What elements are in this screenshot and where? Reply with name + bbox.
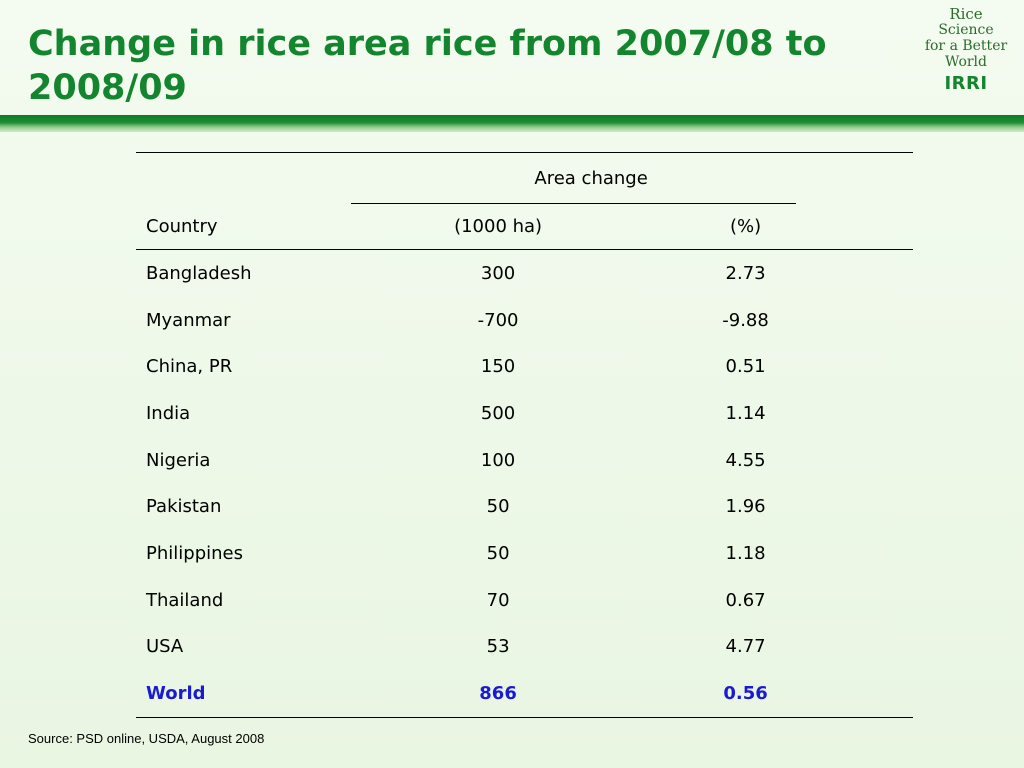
header-band	[0, 115, 1024, 132]
rice-area-table-container: Area change Country (1000 ha) (%) Bangla…	[136, 152, 913, 718]
table-row: Myanmar -700 -9.88	[136, 297, 913, 344]
area-ha-cell: 100	[480, 449, 516, 471]
area-ha-cell: 50	[486, 542, 510, 564]
table-row: Philippines 50 1.18	[136, 530, 913, 577]
area-change-header: Area change	[343, 153, 839, 203]
area-pct-cell: -9.88	[722, 309, 769, 331]
irri-logo-text: IRRI	[944, 73, 988, 94]
rice-area-table: Area change	[136, 152, 913, 203]
country-cell: Pakistan	[146, 496, 222, 518]
total-ha-cell: 866	[344, 670, 652, 718]
area-pct-cell: 0.51	[725, 356, 766, 378]
logo-line-2: Science	[938, 22, 994, 38]
table-row: Bangladesh 300 2.73	[136, 250, 913, 297]
table-row: Nigeria 100 4.55	[136, 437, 913, 484]
area-pct-cell: 1.14	[725, 402, 766, 424]
spacer-cell	[839, 483, 913, 530]
spacer-cell	[839, 390, 913, 437]
total-pct-cell: 0.56	[651, 670, 840, 718]
rice-science-logo: Rice Science for a Better World IRRI	[918, 6, 1014, 110]
total-row: World 866 0.56	[136, 670, 913, 718]
area-ha-cell: 70	[486, 589, 510, 611]
area-ha-cell: -700	[477, 309, 519, 331]
country-cell: India	[146, 402, 191, 424]
spacer-cell	[839, 530, 913, 577]
area-ha-cell: 300	[480, 262, 516, 284]
area-pct-cell: 2.73	[725, 262, 766, 284]
area-ha-cell: 150	[480, 356, 516, 378]
table-row: India 500 1.14	[136, 390, 913, 437]
country-cell: China, PR	[146, 356, 233, 378]
spacer-cell	[839, 250, 913, 297]
logo-line-1: Rice	[949, 5, 983, 23]
col-header-country: Country	[136, 203, 345, 250]
area-pct-cell: 4.55	[725, 449, 766, 471]
area-ha-cell: 50	[486, 496, 510, 518]
table-top-rule	[136, 152, 913, 153]
table-row: Thailand 70 0.67	[136, 577, 913, 624]
slide-title: Change in rice area rice from 2007/08 to…	[28, 24, 827, 108]
total-country-cell: World	[136, 670, 345, 718]
logo-line-4: World	[945, 54, 987, 70]
area-ha-cell: 500	[480, 402, 516, 424]
spacer-cell	[839, 297, 913, 344]
source-note: Source: PSD online, USDA, August 2008	[28, 731, 265, 746]
area-change-label: Area change	[534, 167, 648, 189]
col-header-ha: (1000 ha)	[344, 203, 652, 250]
area-pct-cell: 4.77	[725, 636, 766, 658]
area-ha-cell: 53	[486, 636, 510, 658]
rice-area-table-body: Country (1000 ha) (%) Bangladesh 300 2.73 M…	[136, 203, 913, 718]
group-header-row: Area change	[136, 153, 913, 203]
group-header-rule	[351, 203, 796, 204]
col-header-pct: (%)	[651, 203, 840, 250]
area-pct-cell: 0.67	[725, 589, 766, 611]
area-pct-cell: 1.96	[725, 496, 766, 518]
spacer-cell	[839, 343, 913, 390]
column-header-row: Country (1000 ha) (%)	[136, 203, 913, 250]
spacer-cell	[839, 437, 913, 484]
country-cell: Nigeria	[146, 449, 211, 471]
table-row: China, PR 150 0.51	[136, 343, 913, 390]
country-cell: Philippines	[146, 542, 243, 564]
country-cell: Bangladesh	[146, 262, 252, 284]
logo-line-3: for a Better	[924, 38, 1008, 54]
area-pct-cell: 1.18	[725, 542, 766, 564]
country-cell: USA	[146, 636, 184, 658]
spacer-cell	[839, 624, 913, 671]
table-row: USA 53 4.77	[136, 624, 913, 671]
table-row: Pakistan 50 1.96	[136, 483, 913, 530]
country-cell: Myanmar	[146, 309, 231, 331]
spacer-cell	[839, 670, 913, 718]
spacer-cell	[839, 577, 913, 624]
country-cell: Thailand	[146, 589, 224, 611]
